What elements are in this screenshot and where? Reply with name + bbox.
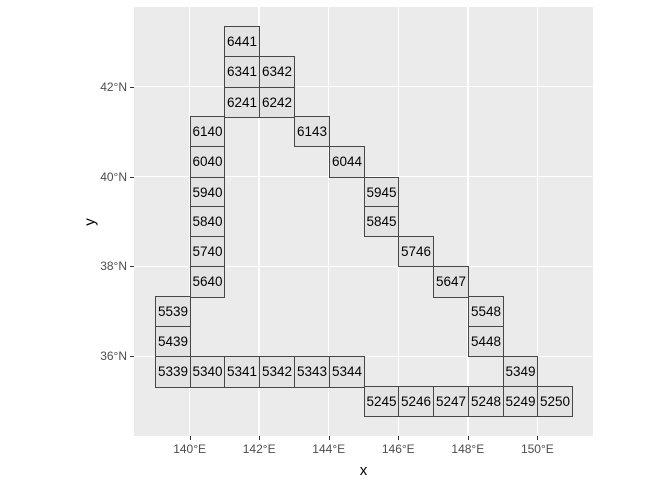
x-gridline	[327, 7, 330, 436]
grid-cell-5740: 5740	[190, 236, 225, 267]
grid-cell-5349: 5349	[503, 356, 538, 388]
grid-cell-label: 6040	[192, 154, 223, 170]
x-gridline	[467, 7, 469, 436]
grid-cell-5548: 5548	[468, 296, 504, 327]
grid-cell-label: 5339	[157, 364, 189, 380]
grid-cell-6241: 6241	[224, 87, 260, 118]
grid-cell-label: 5640	[192, 274, 223, 290]
x-tick-mark	[537, 436, 539, 440]
grid-cell-label: 6044	[331, 154, 363, 170]
grid-cell-label: 5340	[192, 364, 223, 380]
grid-cell-6342: 6342	[259, 56, 295, 88]
grid-cell-label: 6242	[261, 94, 293, 110]
y-tick-label: 36°N	[100, 349, 127, 364]
grid-cell-label: 5342	[261, 364, 293, 380]
x-gridline	[188, 7, 191, 436]
grid-cell-label: 5344	[331, 364, 363, 380]
grid-cell-6242: 6242	[259, 87, 295, 118]
grid-cell-label: 5647	[435, 274, 467, 290]
x-gridline	[536, 7, 539, 436]
grid-cell-5245: 5245	[364, 386, 399, 417]
grid-cell-5840: 5840	[190, 206, 225, 237]
grid-cell-label: 6140	[192, 123, 223, 139]
x-tick-mark	[189, 436, 191, 440]
grid-cell-6140: 6140	[190, 116, 225, 147]
grid-cell-label: 5341	[226, 364, 258, 380]
grid-cell-label: 6241	[226, 94, 258, 110]
grid-cell-5250: 5250	[537, 386, 573, 417]
grid-cell-label: 6441	[226, 33, 258, 49]
x-axis-title: x	[359, 462, 368, 479]
grid-cell-label: 5746	[400, 243, 432, 259]
grid-cell-label: 5249	[505, 393, 536, 409]
grid-cell-label: 5245	[366, 393, 397, 409]
x-tick-label: 148°E	[451, 442, 485, 456]
y-tick-label: 38°N	[100, 259, 127, 274]
x-tick-label: 150°E	[520, 442, 554, 456]
grid-cell-6441: 6441	[224, 26, 260, 57]
grid-cell-label: 6143	[296, 123, 328, 139]
grid-cell-label: 5845	[366, 213, 397, 229]
grid-cell-label: 5248	[470, 393, 502, 409]
grid-cell-label: 5740	[192, 243, 223, 259]
x-gridline	[258, 7, 260, 436]
grid-cell-5340: 5340	[190, 356, 225, 388]
x-tick-mark	[467, 436, 469, 440]
grid-cell-5249: 5249	[503, 386, 538, 417]
y-tick-mark	[130, 176, 134, 178]
y-tick-mark	[130, 356, 134, 358]
y-tick-label: 40°N	[100, 169, 127, 184]
grid-cell-5341: 5341	[224, 356, 260, 388]
grid-cell-label: 5448	[470, 333, 502, 349]
grid-cell-6143: 6143	[294, 116, 330, 147]
grid-cell-5640: 5640	[190, 266, 225, 298]
x-tick-label: 146°E	[381, 442, 415, 456]
grid-cell-label: 5343	[296, 364, 328, 380]
x-tick-mark	[259, 436, 261, 440]
grid-cell-5746: 5746	[398, 236, 434, 267]
y-gridline	[134, 265, 593, 268]
x-tick-mark	[398, 436, 400, 440]
grid-cell-label: 5349	[505, 364, 536, 380]
x-tick-label: 142°E	[242, 442, 276, 456]
grid-cell-label: 5539	[157, 303, 189, 319]
grid-cell-5343: 5343	[294, 356, 330, 388]
grid-cell-6044: 6044	[329, 146, 365, 178]
y-tick-mark	[130, 86, 134, 88]
grid-cell-5339: 5339	[155, 356, 191, 388]
grid-cell-label: 5548	[470, 303, 502, 319]
grid-cell-5246: 5246	[398, 386, 434, 417]
grid-cell-6341: 6341	[224, 56, 260, 88]
grid-cell-5342: 5342	[259, 356, 295, 388]
grid-cell-5344: 5344	[329, 356, 365, 388]
y-axis-title: y	[81, 217, 99, 226]
grid-cell-label: 6342	[261, 64, 293, 80]
x-tick-label: 140°E	[173, 442, 207, 456]
grid-cell-label: 5439	[157, 333, 189, 349]
grid-cell-5248: 5248	[468, 386, 504, 417]
grid-cell-label: 5247	[435, 393, 467, 409]
grid-cell-5247: 5247	[433, 386, 469, 417]
grid-cell-label: 6341	[226, 64, 258, 80]
grid-cell-label: 5940	[192, 184, 223, 200]
grid-cell-5845: 5845	[364, 206, 399, 237]
x-tick-mark	[328, 436, 330, 440]
grid-cell-5647: 5647	[433, 266, 469, 298]
grid-cell-label: 5840	[192, 213, 223, 229]
plot-panel: 6441 6341 6342 6241 6242 6140 6143 6040 6044 5940…	[134, 7, 593, 436]
grid-cell-5940: 5940	[190, 177, 225, 208]
grid-cell-label: 5250	[539, 393, 571, 409]
grid-cell-label: 5945	[366, 184, 397, 200]
grid-cell-5448: 5448	[468, 326, 504, 357]
grid-cell-5439: 5439	[155, 326, 191, 357]
grid-cell-5539: 5539	[155, 296, 191, 327]
grid-cell-6040: 6040	[190, 146, 225, 178]
grid-cell-label: 5246	[400, 393, 432, 409]
grid-cell-5945: 5945	[364, 177, 399, 208]
y-tick-mark	[130, 266, 134, 268]
y-tick-label: 42°N	[100, 79, 127, 94]
y-gridline	[134, 85, 593, 88]
x-tick-label: 144°E	[312, 442, 346, 456]
